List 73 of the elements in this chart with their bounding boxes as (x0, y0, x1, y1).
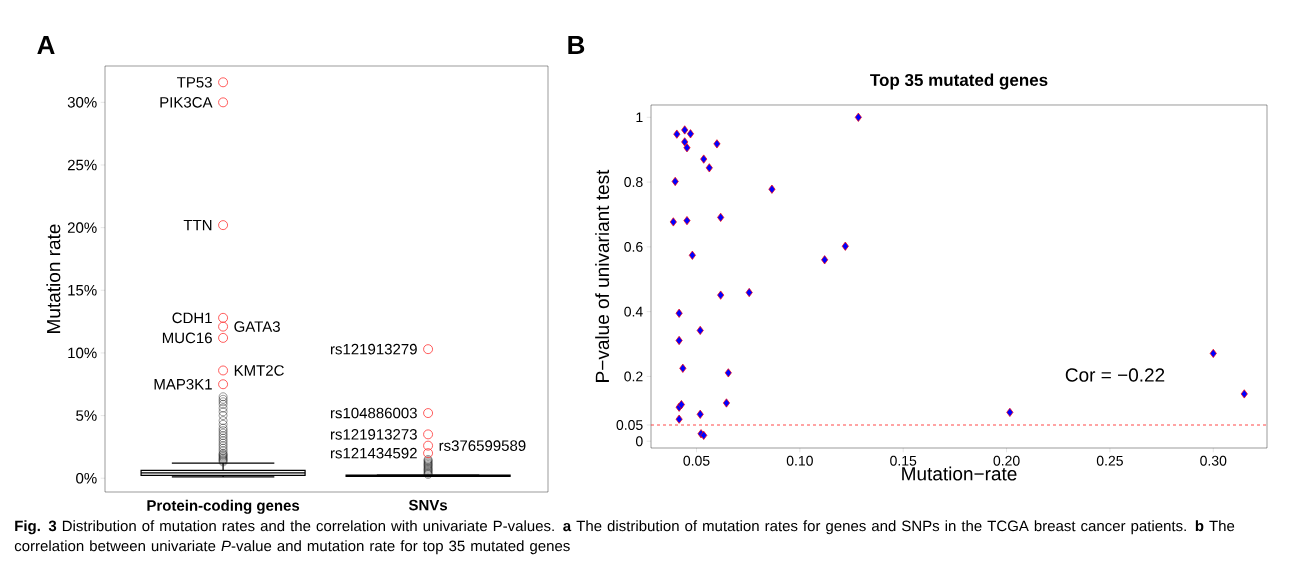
x-tick-label: 0.15 (890, 455, 917, 466)
text: B (568, 36, 585, 54)
point (675, 414, 683, 424)
point (675, 335, 683, 346)
annotation: CDH1 (172, 312, 212, 324)
point (686, 129, 694, 139)
y-tick-label: 10% (68, 347, 97, 359)
annotation: TP53 (177, 76, 212, 88)
point (696, 325, 704, 335)
point (683, 143, 691, 153)
point (768, 184, 776, 194)
y-tick-label: 1 (636, 112, 643, 123)
point (722, 398, 730, 408)
annotation: Cor = −0.22 (1065, 368, 1165, 382)
x-tick-label: SNVs (408, 499, 448, 511)
point (717, 212, 725, 222)
y-tick-label: 20% (67, 222, 97, 233)
annotation: rs121913273 (330, 429, 417, 440)
annotation: MAP3K1 (154, 378, 212, 390)
point (681, 125, 689, 135)
text: A (37, 36, 55, 54)
y-tick-label: 15% (68, 285, 97, 296)
point (696, 409, 704, 419)
x-tick-label: 0.25 (1096, 455, 1123, 466)
x-tick-label: 0.20 (993, 455, 1020, 466)
x-tick-label: 0.30 (1200, 455, 1227, 466)
point (854, 112, 862, 122)
point (724, 368, 732, 378)
y-tick-label: 0.2 (624, 371, 643, 382)
point (675, 308, 683, 318)
point (745, 287, 753, 298)
y-tick-label: 0% (76, 472, 97, 484)
y-tick-label: 0.6 (624, 241, 643, 252)
chart-title: Top 35 mutated genes (870, 73, 1048, 90)
point (705, 163, 713, 173)
annotation: TTN (183, 219, 212, 231)
y-tick-label: 25% (67, 159, 97, 171)
x-tick-label: Protein-coding genes (147, 499, 300, 514)
point (821, 255, 829, 265)
annotation: rs104886003 (330, 407, 417, 419)
point (681, 137, 689, 147)
point (688, 250, 696, 260)
y-tick-label: 30% (67, 97, 97, 108)
point (700, 154, 708, 164)
point (1006, 407, 1014, 417)
x-tick-label: 0.10 (786, 455, 813, 466)
point (1209, 348, 1217, 358)
point (669, 217, 677, 227)
point (717, 290, 725, 300)
point (713, 139, 721, 149)
annotation: rs121434592 (330, 447, 417, 459)
point (673, 129, 681, 139)
text: Fig. 3 Distribution of mutation rates and the correlation with univariate P-values. a The distribution of mutation rates for genes and SNPs in the TCGA breast cancer patients. b The correlation between univariate P-value and mutation rate for top 35 mutated genes (14, 520, 1235, 555)
annotation: KMT2C (234, 365, 284, 376)
y-axis-title: Mutation rate (46, 224, 61, 333)
point (841, 241, 849, 251)
y-tick-label: 5% (76, 410, 97, 421)
point (679, 363, 687, 373)
annotation: GATA3 (234, 321, 280, 332)
y-tick-label: 0 (635, 436, 643, 447)
x-axis-title: Mutation−rate (902, 466, 1017, 481)
y-tick-label: 0.8 (624, 177, 643, 188)
annotation: PIK3CA (160, 97, 213, 108)
point (1240, 389, 1248, 399)
annotation: rs376599589 (439, 440, 526, 451)
x-tick-label: 0.05 (683, 455, 710, 466)
annotation: MUC16 (162, 332, 212, 344)
point (671, 176, 679, 186)
y-tick-label: 0.4 (624, 306, 643, 317)
y-tick-label: 0.05 (616, 420, 643, 430)
annotation: rs121913279 (330, 343, 417, 355)
point (683, 216, 691, 226)
y-axis-title: P−value of univariant test (595, 169, 610, 382)
